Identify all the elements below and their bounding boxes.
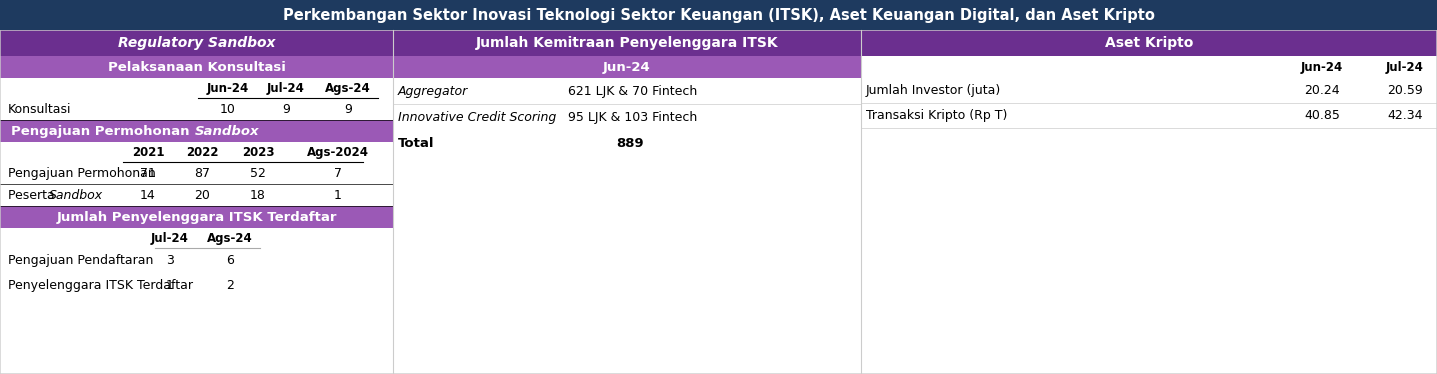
Text: 3: 3 xyxy=(167,254,174,267)
Text: 621 LJK & 70 Fintech: 621 LJK & 70 Fintech xyxy=(568,85,697,98)
Text: 14: 14 xyxy=(141,188,155,202)
Text: 6: 6 xyxy=(226,254,234,267)
Text: Perkembangan Sektor Inovasi Teknologi Sektor Keuangan (ITSK), Aset Keuangan Digi: Perkembangan Sektor Inovasi Teknologi Se… xyxy=(283,7,1154,22)
Text: 2023: 2023 xyxy=(241,145,274,159)
Text: Sandbox: Sandbox xyxy=(194,125,259,138)
Text: 71: 71 xyxy=(139,166,157,180)
Text: Jumlah Kemitraan Penyelenggara ITSK: Jumlah Kemitraan Penyelenggara ITSK xyxy=(476,36,779,50)
Text: 2021: 2021 xyxy=(132,145,164,159)
Text: Aset Kripto: Aset Kripto xyxy=(1105,36,1193,50)
Text: 10: 10 xyxy=(220,102,236,116)
Text: Total: Total xyxy=(398,137,434,150)
Text: 889: 889 xyxy=(616,137,644,150)
Text: Pelaksanaan Konsultasi: Pelaksanaan Konsultasi xyxy=(108,61,286,74)
Bar xyxy=(392,30,861,56)
Text: 9: 9 xyxy=(282,102,290,116)
Bar xyxy=(0,206,392,228)
Text: Pengajuan Permohonan: Pengajuan Permohonan xyxy=(9,166,155,180)
Text: Jul-24: Jul-24 xyxy=(151,232,188,245)
Text: Penyelenggara ITSK Terdaftar: Penyelenggara ITSK Terdaftar xyxy=(9,279,193,292)
Text: Transaksi Kripto (Rp T): Transaksi Kripto (Rp T) xyxy=(867,109,1007,122)
Text: Jumlah Penyelenggara ITSK Terdaftar: Jumlah Penyelenggara ITSK Terdaftar xyxy=(56,211,336,224)
Text: Jun-24: Jun-24 xyxy=(1300,61,1344,74)
Text: Pengajuan Permohonan: Pengajuan Permohonan xyxy=(11,125,194,138)
Text: Regulatory Sandbox: Regulatory Sandbox xyxy=(118,36,276,50)
Text: 42.34: 42.34 xyxy=(1387,109,1423,122)
Text: 1: 1 xyxy=(167,279,174,292)
Text: 20: 20 xyxy=(194,188,210,202)
Text: 18: 18 xyxy=(250,188,266,202)
Text: 2: 2 xyxy=(226,279,234,292)
Text: Jul-24: Jul-24 xyxy=(267,82,305,95)
Text: Konsultasi: Konsultasi xyxy=(9,102,72,116)
Bar xyxy=(0,30,392,56)
Bar xyxy=(392,56,861,78)
Text: 9: 9 xyxy=(343,102,352,116)
Bar xyxy=(0,0,1437,30)
Text: Pengajuan Pendaftaran: Pengajuan Pendaftaran xyxy=(9,254,154,267)
Bar xyxy=(861,30,1437,56)
Text: Jun-24: Jun-24 xyxy=(604,61,651,74)
Text: 1: 1 xyxy=(333,188,342,202)
Text: 52: 52 xyxy=(250,166,266,180)
Bar xyxy=(0,120,392,142)
Text: 95 LJK & 103 Fintech: 95 LJK & 103 Fintech xyxy=(568,110,697,123)
Text: Peserta: Peserta xyxy=(9,188,59,202)
Text: Innovative Credit Scoring: Innovative Credit Scoring xyxy=(398,110,556,123)
Text: 20.59: 20.59 xyxy=(1387,84,1423,97)
Text: 40.85: 40.85 xyxy=(1303,109,1339,122)
Text: 20.24: 20.24 xyxy=(1305,84,1339,97)
Text: Ags-24: Ags-24 xyxy=(325,82,371,95)
Text: Jumlah Investor (juta): Jumlah Investor (juta) xyxy=(867,84,1002,97)
Text: 87: 87 xyxy=(194,166,210,180)
Text: Ags-2024: Ags-2024 xyxy=(308,145,369,159)
Text: Jul-24: Jul-24 xyxy=(1387,61,1424,74)
Text: 2022: 2022 xyxy=(185,145,218,159)
Text: Jun-24: Jun-24 xyxy=(207,82,249,95)
Bar xyxy=(0,56,392,78)
Text: Ags-24: Ags-24 xyxy=(207,232,253,245)
Text: Aggregator: Aggregator xyxy=(398,85,468,98)
Text: 7: 7 xyxy=(333,166,342,180)
Text: Sandbox: Sandbox xyxy=(49,188,103,202)
